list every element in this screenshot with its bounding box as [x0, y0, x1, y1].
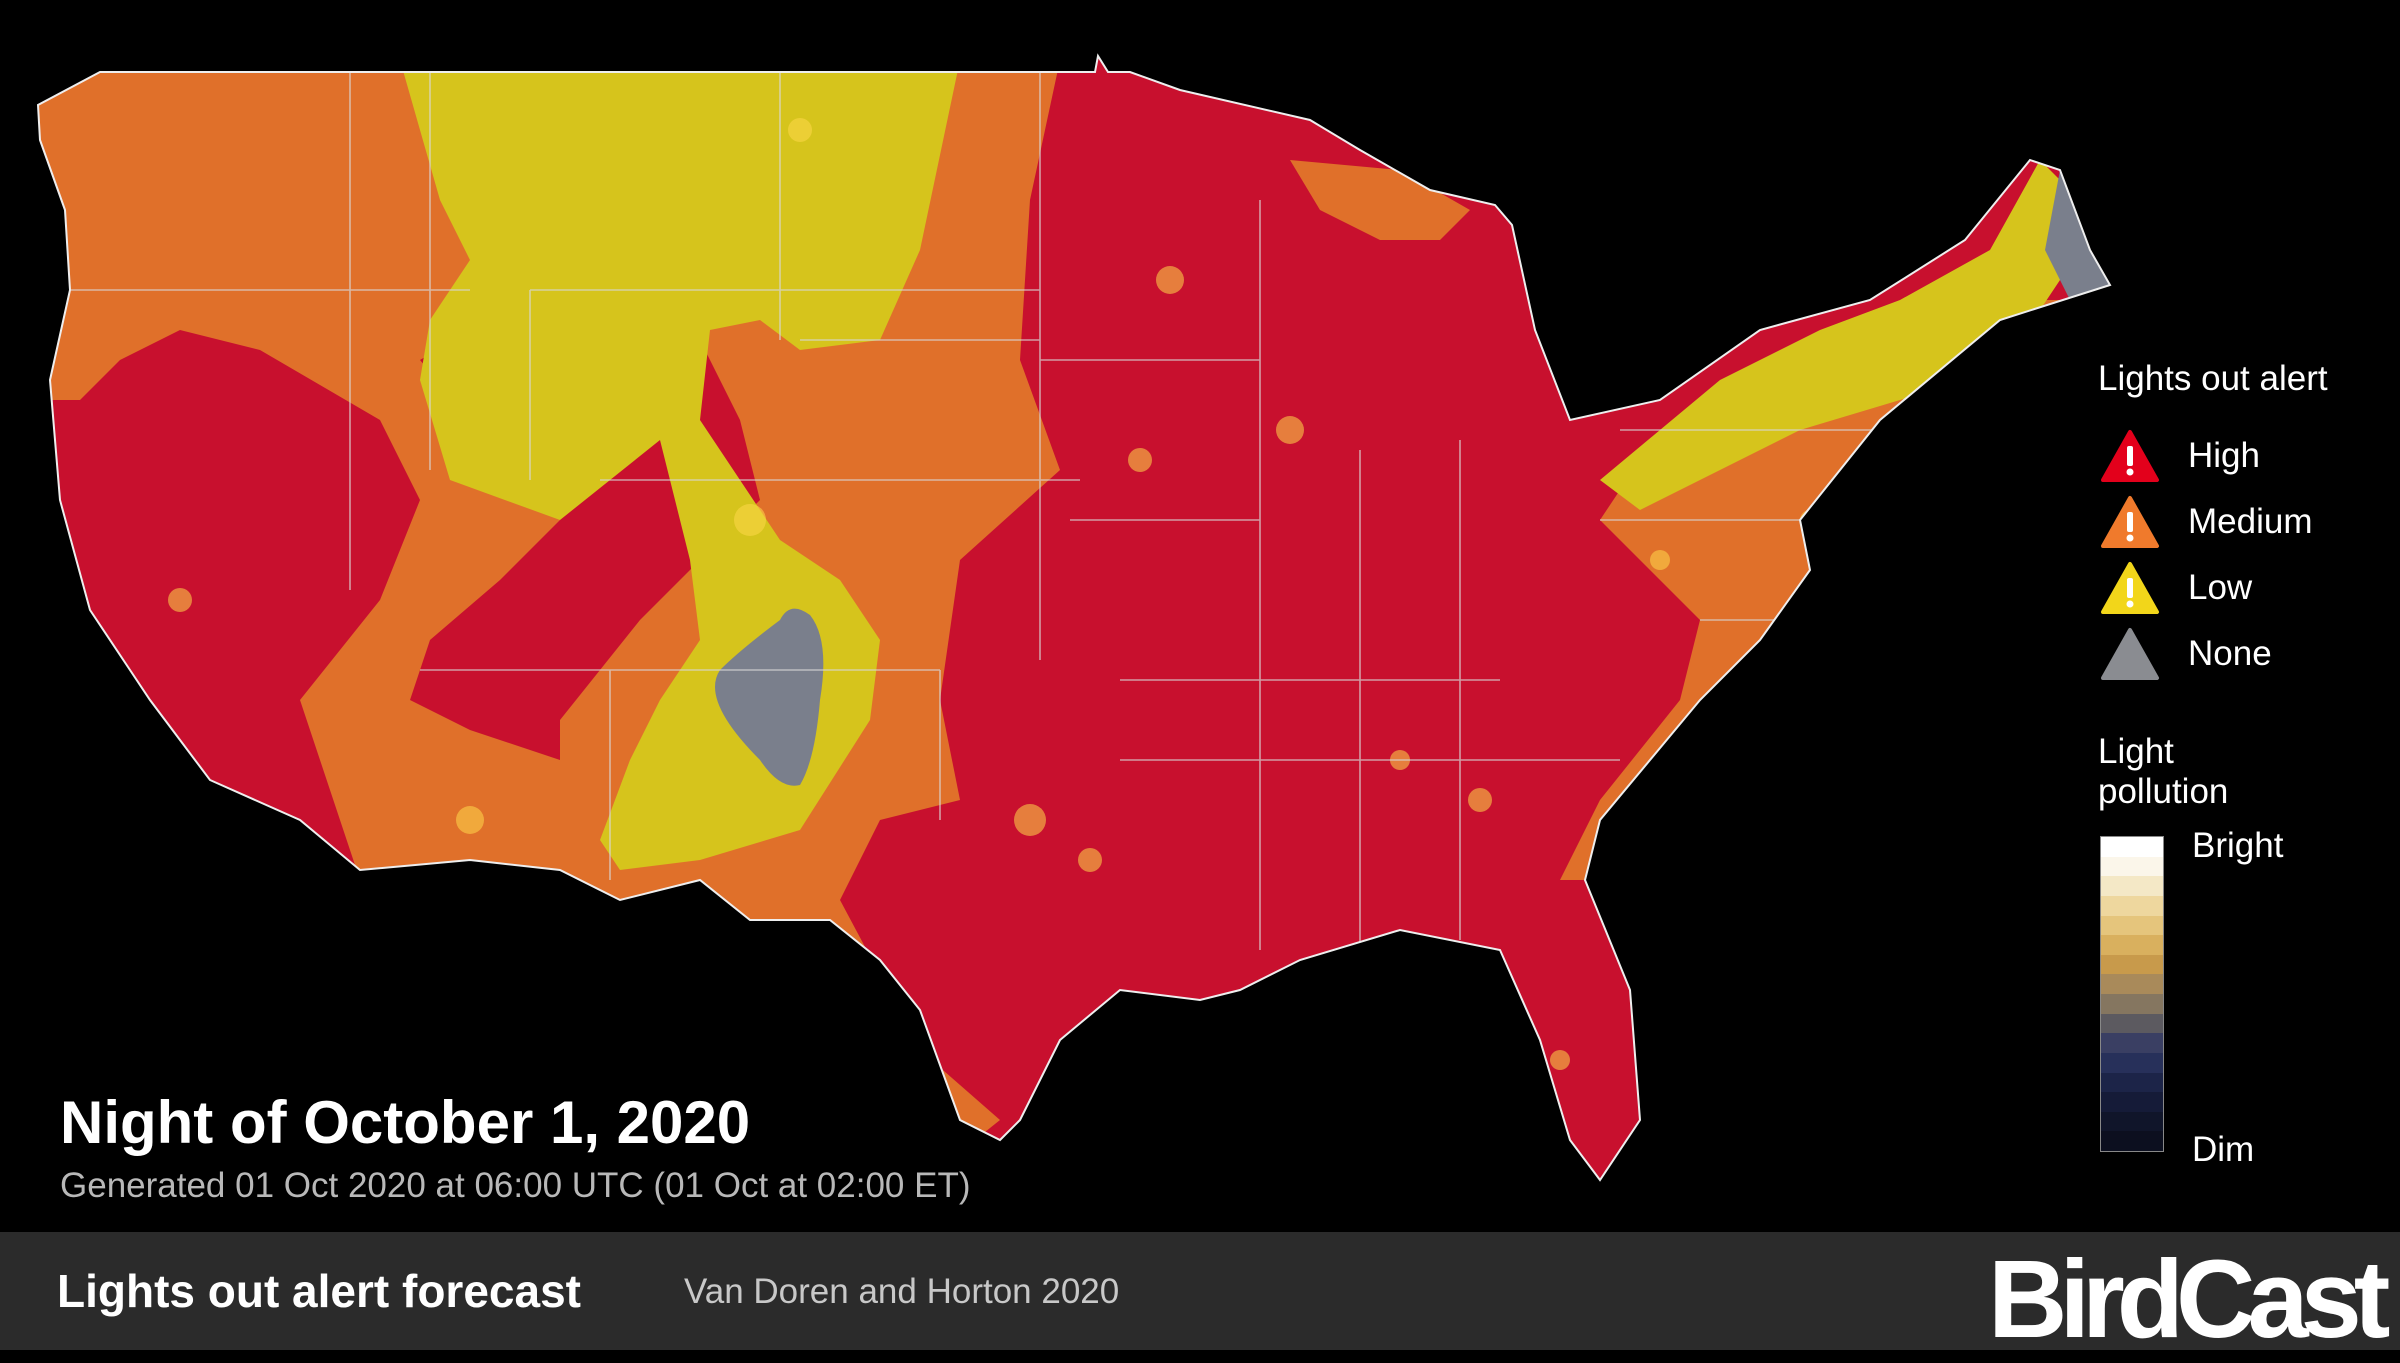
colorbar-step — [2101, 856, 2163, 877]
birdcast-logo: BirdCast — [1988, 1238, 2390, 1361]
colorbar-step — [2101, 1111, 2163, 1132]
colorbar-step — [2101, 974, 2163, 994]
legend-item-low: Low — [2090, 555, 2380, 621]
colorbar-step — [2101, 895, 2163, 916]
medium-alert-region-superior — [1290, 160, 1470, 240]
legend-label: Low — [2188, 567, 2253, 607]
low-alert-region-northeast — [1600, 160, 2060, 510]
legend-label: High — [2188, 435, 2260, 475]
alert-legend: Lights out alert High Medium Low None — [2090, 359, 2380, 687]
light-pollution-dim-label: Dim — [2192, 1130, 2255, 1169]
legend-item-high: High — [2090, 423, 2380, 489]
warning-triangle-icon — [2101, 495, 2159, 548]
legend-item-none: None — [2090, 621, 2380, 687]
colorbar-step — [2101, 1052, 2163, 1073]
generated-timestamp: Generated 01 Oct 2020 at 06:00 UTC (01 O… — [60, 1166, 971, 1205]
light-pollution-bright-label: Bright — [2192, 826, 2284, 865]
colorbar-step — [2101, 915, 2163, 936]
colorbar-step — [2101, 876, 2163, 896]
footer-bar — [0, 1232, 2400, 1350]
warning-triangle-icon — [2101, 561, 2159, 614]
map-title: Night of October 1, 2020 — [60, 1089, 751, 1156]
state-borders — [60, 72, 1960, 950]
colorbar-step — [2101, 1033, 2163, 1053]
colorbar-step — [2101, 1013, 2163, 1034]
colorbar-step — [2101, 994, 2163, 1014]
legend-label: None — [2188, 633, 2272, 673]
warning-triangle-icon — [2101, 429, 2159, 482]
no-alert-region-newmexico — [715, 608, 824, 786]
legend-item-medium: Medium — [2090, 489, 2380, 555]
colorbar-step — [2101, 837, 2163, 857]
triangle-icon — [2101, 627, 2159, 680]
light-pollution-dots — [168, 118, 1982, 1070]
colorbar-step — [2101, 954, 2163, 975]
colorbar-step — [2101, 935, 2163, 955]
footer-title: Lights out alert forecast — [57, 1265, 581, 1317]
colorbar-step — [2101, 1072, 2163, 1093]
legend-title: Lights out alert — [2098, 359, 2328, 398]
light-pollution-colorbar — [2100, 836, 2164, 1152]
footer-credit: Van Doren and Horton 2020 — [684, 1272, 1120, 1311]
colorbar-step — [2101, 1131, 2163, 1151]
no-alert-region-maine — [2045, 170, 2110, 300]
medium-alert-region-west — [38, 60, 560, 1000]
light-pollution-title: Light pollution — [2098, 732, 2229, 811]
legend-label: Medium — [2188, 501, 2313, 541]
colorbar-step — [2101, 1092, 2163, 1112]
